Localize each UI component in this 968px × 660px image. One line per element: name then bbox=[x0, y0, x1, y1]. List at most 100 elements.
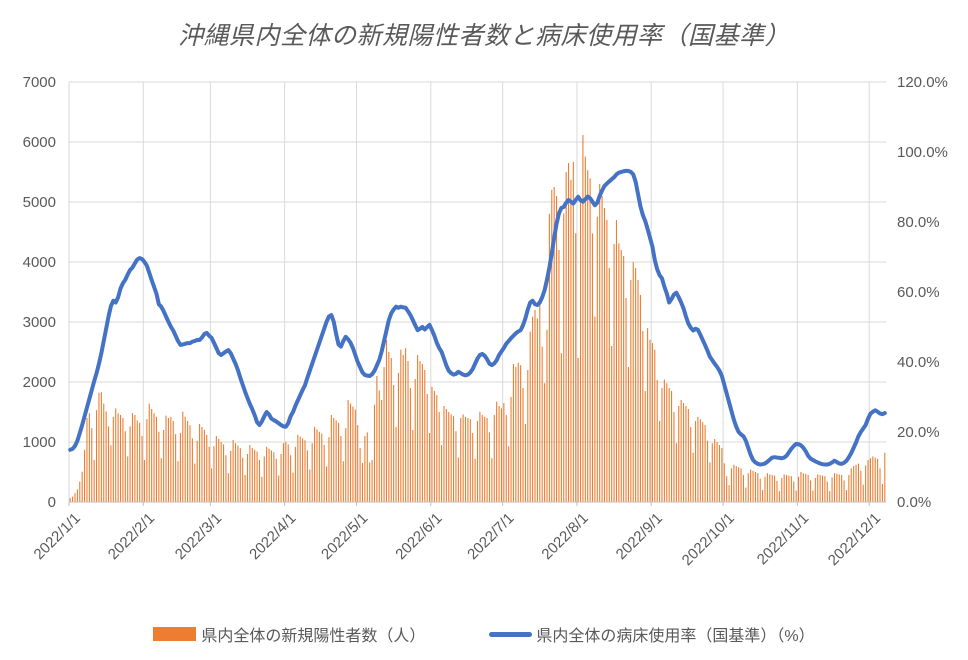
case-bar bbox=[599, 184, 601, 502]
case-bar bbox=[393, 385, 395, 502]
case-bar bbox=[833, 473, 836, 502]
y-left-tick-label: 0 bbox=[48, 494, 56, 511]
case-bar bbox=[627, 367, 629, 502]
usage-line bbox=[68, 168, 887, 467]
case-bar bbox=[759, 478, 761, 502]
y-right-tick-label: 20.0% bbox=[897, 424, 940, 441]
case-bar bbox=[110, 445, 112, 502]
case-bar bbox=[79, 481, 81, 502]
case-bar bbox=[474, 458, 476, 502]
case-bar bbox=[139, 422, 141, 502]
case-bar bbox=[687, 409, 689, 502]
case-bar bbox=[778, 491, 780, 502]
case-bar bbox=[809, 480, 812, 502]
case-bar bbox=[441, 445, 443, 502]
case-bar bbox=[414, 379, 416, 502]
combo-chart-plot: 0 1000 2000 3000 4000 5000 6000 7000 0.0% 20.0% 40… bbox=[23, 74, 948, 569]
case-bar bbox=[728, 485, 730, 502]
case-bar bbox=[814, 478, 816, 502]
case-bar bbox=[436, 395, 438, 502]
y-right-tick-label: 60.0% bbox=[897, 284, 940, 301]
case-bar bbox=[280, 454, 282, 502]
case-bar bbox=[148, 403, 150, 502]
case-bar bbox=[829, 491, 831, 502]
case-bar bbox=[642, 331, 644, 502]
case-bar bbox=[879, 468, 881, 502]
case-bar bbox=[500, 408, 503, 502]
x-tick-label: 2022/4/1 bbox=[246, 510, 299, 563]
v-gridlines bbox=[68, 82, 870, 502]
case-bar bbox=[124, 431, 126, 502]
case-bar bbox=[160, 458, 162, 502]
case-bar bbox=[620, 250, 622, 502]
case-bar bbox=[383, 367, 385, 502]
case-bar bbox=[91, 428, 93, 502]
case-bar bbox=[134, 415, 136, 502]
case-bar bbox=[735, 466, 737, 502]
x-tick-label: 2022/9/1 bbox=[613, 510, 666, 563]
case-bar bbox=[376, 376, 378, 502]
case-bar bbox=[575, 233, 577, 502]
case-bar bbox=[395, 427, 397, 502]
case-bar bbox=[594, 316, 596, 502]
case-bar bbox=[448, 412, 450, 502]
case-bar bbox=[184, 416, 186, 502]
y-right-tick-label: 100.0% bbox=[897, 144, 948, 161]
case-bar bbox=[407, 361, 409, 502]
case-bar bbox=[853, 466, 855, 502]
case-bar bbox=[702, 422, 704, 502]
case-bar bbox=[527, 370, 529, 502]
y-right-tick-label: 40.0% bbox=[897, 354, 940, 371]
case-bar bbox=[256, 451, 258, 502]
case-bar bbox=[718, 445, 721, 502]
case-bar bbox=[297, 434, 299, 502]
case-bar bbox=[385, 340, 388, 502]
case-bar bbox=[637, 280, 639, 502]
case-bar bbox=[661, 388, 663, 502]
case-bar bbox=[714, 439, 716, 502]
case-bar bbox=[345, 428, 347, 502]
case-bar bbox=[167, 418, 169, 502]
case-bar bbox=[242, 457, 244, 502]
case-bar bbox=[584, 156, 586, 502]
case-bar bbox=[294, 446, 296, 502]
case-bar bbox=[472, 433, 474, 502]
case-bar bbox=[354, 409, 356, 502]
case-bar bbox=[476, 421, 479, 502]
x-tick-label: 2022/5/1 bbox=[318, 510, 371, 563]
case-bar bbox=[127, 456, 129, 502]
case-bar bbox=[805, 473, 807, 502]
case-bar bbox=[488, 432, 491, 502]
case-bar bbox=[635, 268, 637, 502]
case-bar bbox=[155, 416, 157, 502]
case-bar bbox=[254, 449, 256, 502]
case-bar bbox=[462, 414, 464, 502]
case-bar bbox=[647, 328, 649, 502]
case-bar bbox=[539, 301, 541, 502]
legend-item-cases: 県内全体の新規陽性者数（人） bbox=[153, 622, 425, 646]
x-tick-label: 2022/11/1 bbox=[754, 510, 812, 568]
case-bar bbox=[666, 383, 668, 502]
case-bar bbox=[282, 443, 284, 502]
case-bar bbox=[220, 442, 222, 502]
case-bar bbox=[678, 406, 680, 502]
case-bar bbox=[194, 463, 196, 502]
case-bar bbox=[608, 268, 610, 502]
case-bar bbox=[570, 179, 572, 503]
case-bar bbox=[757, 473, 759, 502]
case-bar bbox=[359, 448, 361, 502]
case-bar bbox=[450, 414, 452, 502]
case-bar bbox=[333, 418, 335, 502]
case-bar bbox=[795, 490, 797, 502]
case-bar bbox=[529, 331, 531, 502]
case-bar bbox=[706, 440, 709, 502]
case-bar bbox=[302, 438, 304, 502]
case-bar bbox=[774, 475, 776, 502]
case-bar bbox=[764, 476, 766, 502]
case-bar bbox=[364, 436, 366, 502]
case-bar bbox=[103, 403, 105, 502]
x-tick-label: 2022/10/1 bbox=[679, 510, 738, 569]
case-bar bbox=[690, 427, 692, 502]
y-left-tick-label: 1000 bbox=[23, 434, 56, 451]
